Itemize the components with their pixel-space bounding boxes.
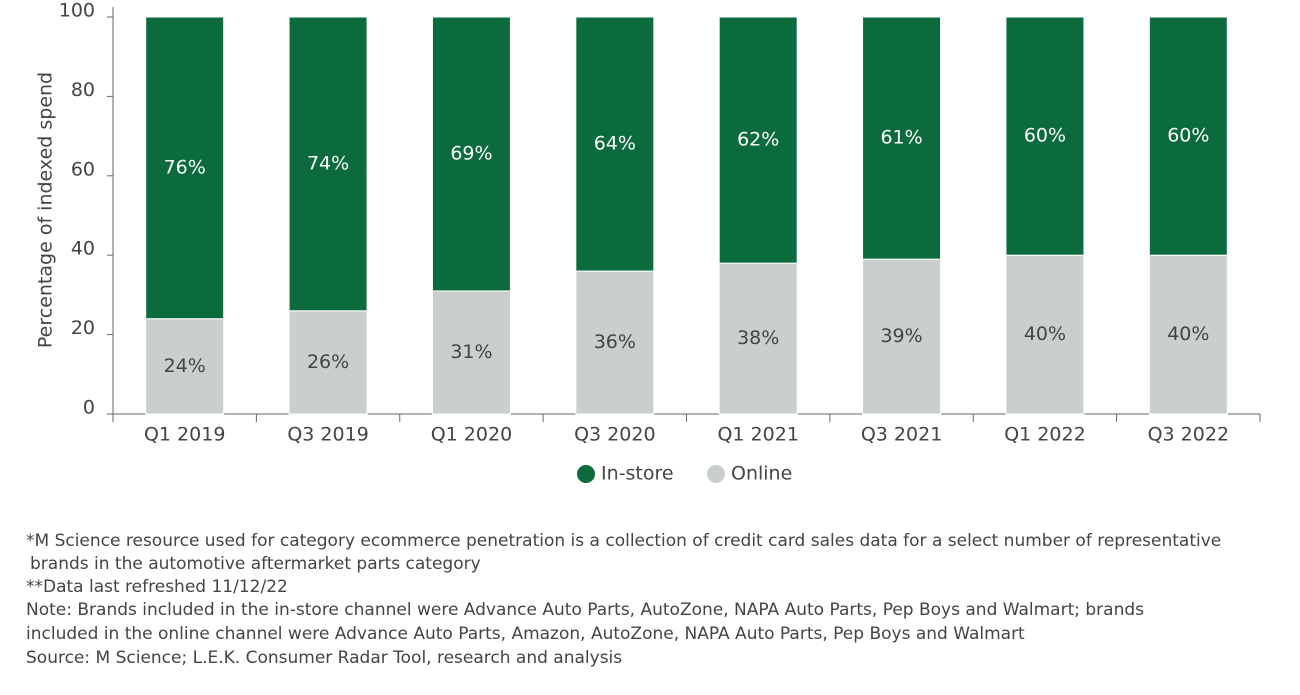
- value-label: 64%: [594, 133, 636, 155]
- value-label: 60%: [1024, 125, 1066, 147]
- x-tick-label: Q1 2020: [431, 424, 512, 446]
- bar-segment: [575, 16, 655, 272]
- y-tick-label: 100: [59, 0, 95, 22]
- bar-segment: [1005, 254, 1085, 415]
- value-label: 69%: [450, 142, 492, 164]
- x-tick-label: Q1 2022: [1004, 424, 1085, 446]
- x-tick-label: Q3 2021: [861, 424, 942, 446]
- legend-marker: [577, 465, 595, 483]
- footnote: brands in the automotive aftermarket par…: [30, 554, 481, 574]
- bar-segment: [145, 16, 225, 320]
- legend-label: Online: [731, 463, 792, 485]
- legend-label: In-store: [601, 463, 674, 485]
- x-tick-label: Q3 2022: [1148, 424, 1229, 446]
- bar-segment: [1148, 16, 1228, 256]
- y-axis-label: Percentage of indexed spend: [35, 72, 57, 348]
- footnote: **Data last refreshed 11/12/22: [26, 577, 288, 597]
- bar-segment: [145, 318, 225, 415]
- bar-segment: [862, 16, 942, 260]
- y-tick-label: 80: [71, 79, 95, 101]
- footnote: Note: Brands included in the in-store ch…: [26, 600, 1144, 620]
- value-label: 40%: [1024, 323, 1066, 345]
- y-tick-label: 20: [71, 317, 95, 339]
- x-tick-label: Q1 2019: [144, 424, 225, 446]
- value-label: 74%: [307, 152, 349, 174]
- bar-segment: [1005, 16, 1085, 256]
- value-label: 38%: [737, 327, 779, 349]
- value-label: 39%: [880, 325, 922, 347]
- bar-segment: [862, 258, 942, 415]
- value-label: 61%: [880, 127, 922, 149]
- value-label: 40%: [1167, 323, 1209, 345]
- footnote: included in the online channel were Adva…: [26, 624, 1025, 644]
- x-tick-label: Q3 2019: [287, 424, 368, 446]
- bar-segment: [288, 310, 368, 415]
- footnote: Source: M Science; L.E.K. Consumer Radar…: [26, 648, 622, 668]
- value-label: 36%: [594, 331, 636, 353]
- bar-segment: [718, 262, 798, 415]
- bar-segment: [288, 16, 368, 312]
- value-label: 24%: [164, 355, 206, 377]
- y-tick-label: 0: [83, 397, 95, 419]
- bar-segment: [1148, 254, 1228, 415]
- value-label: 62%: [737, 129, 779, 151]
- value-label: 26%: [307, 351, 349, 373]
- bar-segment: [718, 16, 798, 264]
- y-tick-label: 60: [71, 158, 95, 180]
- value-label: 31%: [450, 341, 492, 363]
- y-tick-label: 40: [71, 238, 95, 260]
- x-tick-label: Q3 2020: [574, 424, 655, 446]
- value-label: 60%: [1167, 125, 1209, 147]
- x-tick-label: Q1 2021: [717, 424, 798, 446]
- value-label: 76%: [164, 156, 206, 178]
- bar-segment: [431, 16, 511, 292]
- bar-segment: [431, 290, 511, 415]
- legend-marker: [707, 465, 725, 483]
- footnote: *M Science resource used for category ec…: [26, 531, 1221, 551]
